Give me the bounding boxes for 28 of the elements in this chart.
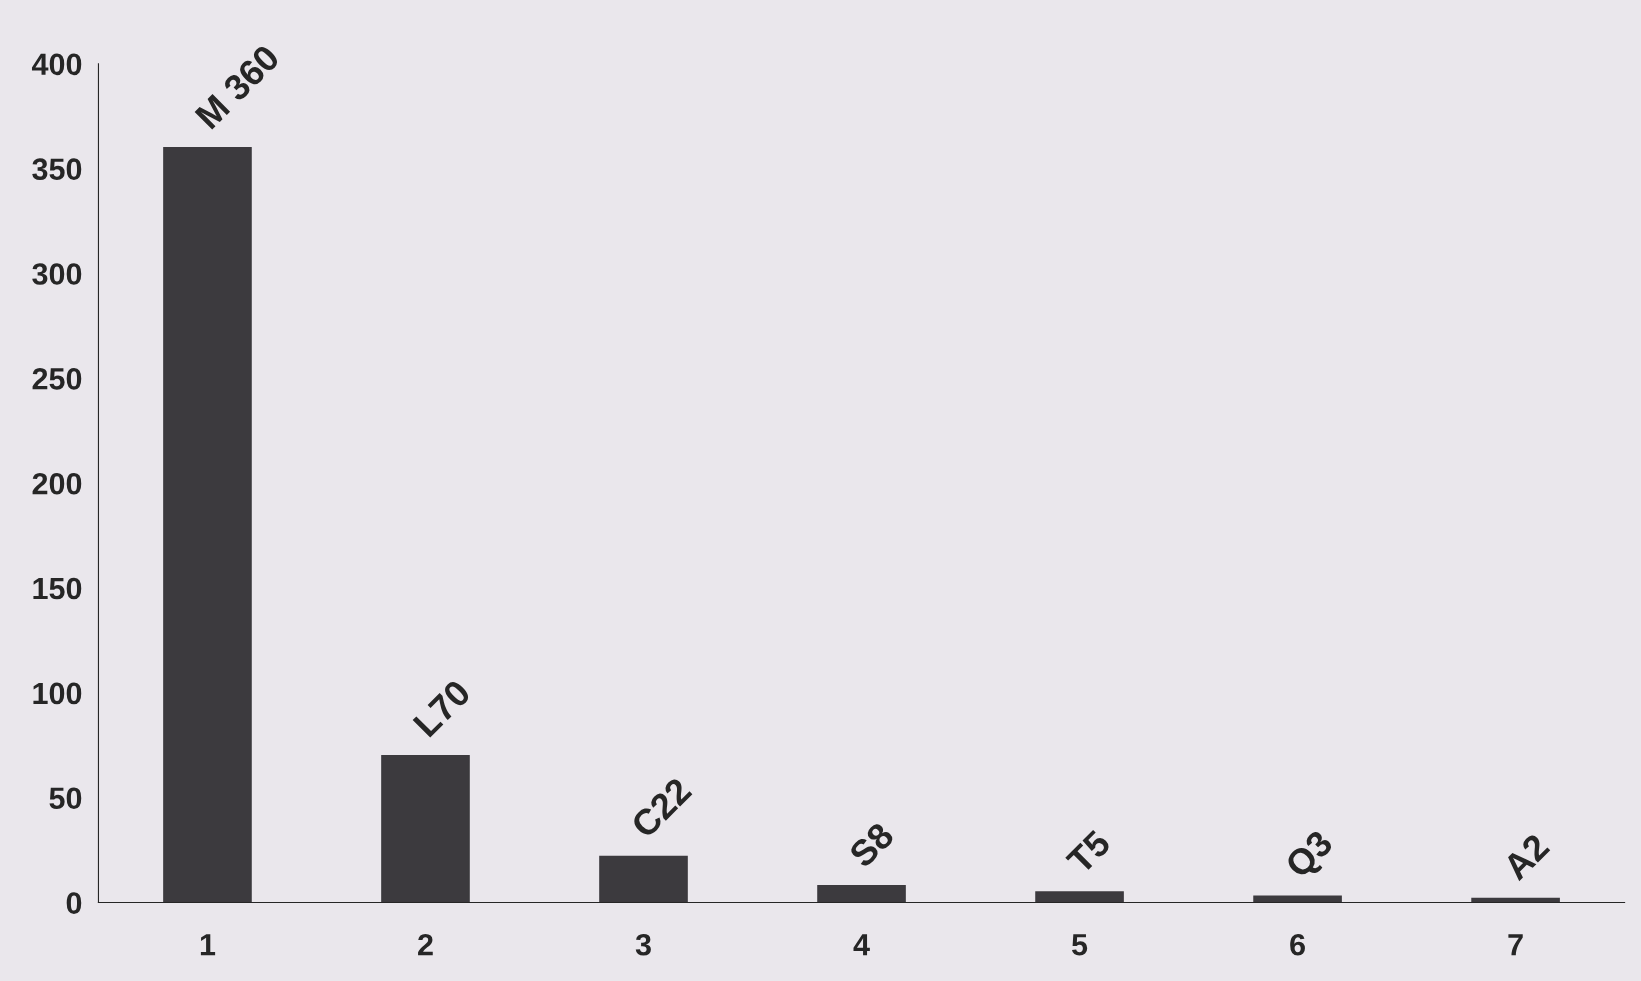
x-tick-label: 5 <box>1071 934 1088 956</box>
x-tick-label: 2 <box>418 933 433 956</box>
data-label: M 360 <box>194 43 281 130</box>
y-tick-label: 0 <box>66 892 82 914</box>
bar <box>381 755 470 903</box>
y-tick-label: 300 <box>32 263 82 285</box>
y-tick-label: 400 <box>31 53 82 76</box>
x-tick-label: 1 <box>200 934 216 956</box>
y-tick-label: 150 <box>33 577 82 600</box>
x-tick-label: 6 <box>1290 933 1305 956</box>
bar <box>1035 891 1124 903</box>
bar <box>817 885 906 903</box>
bar <box>163 146 252 903</box>
x-tick-label: 7 <box>1508 934 1523 956</box>
y-tick-label: 200 <box>32 472 82 495</box>
data-label: A2 <box>1501 832 1551 882</box>
x-tick-label: 4 <box>853 934 870 956</box>
x-tick-label: 3 <box>635 933 651 956</box>
y-tick-label: 250 <box>32 368 82 390</box>
data-label: L70 <box>412 678 472 738</box>
bar <box>599 855 688 903</box>
data-label: Q3 <box>1283 828 1339 884</box>
data-label: T5 <box>1065 828 1112 876</box>
data-label: S8 <box>847 821 896 869</box>
y-tick-label: 50 <box>49 787 82 810</box>
data-label: C22 <box>629 776 693 840</box>
y-tick-label: 100 <box>33 682 82 705</box>
y-tick-label: 350 <box>32 158 82 181</box>
